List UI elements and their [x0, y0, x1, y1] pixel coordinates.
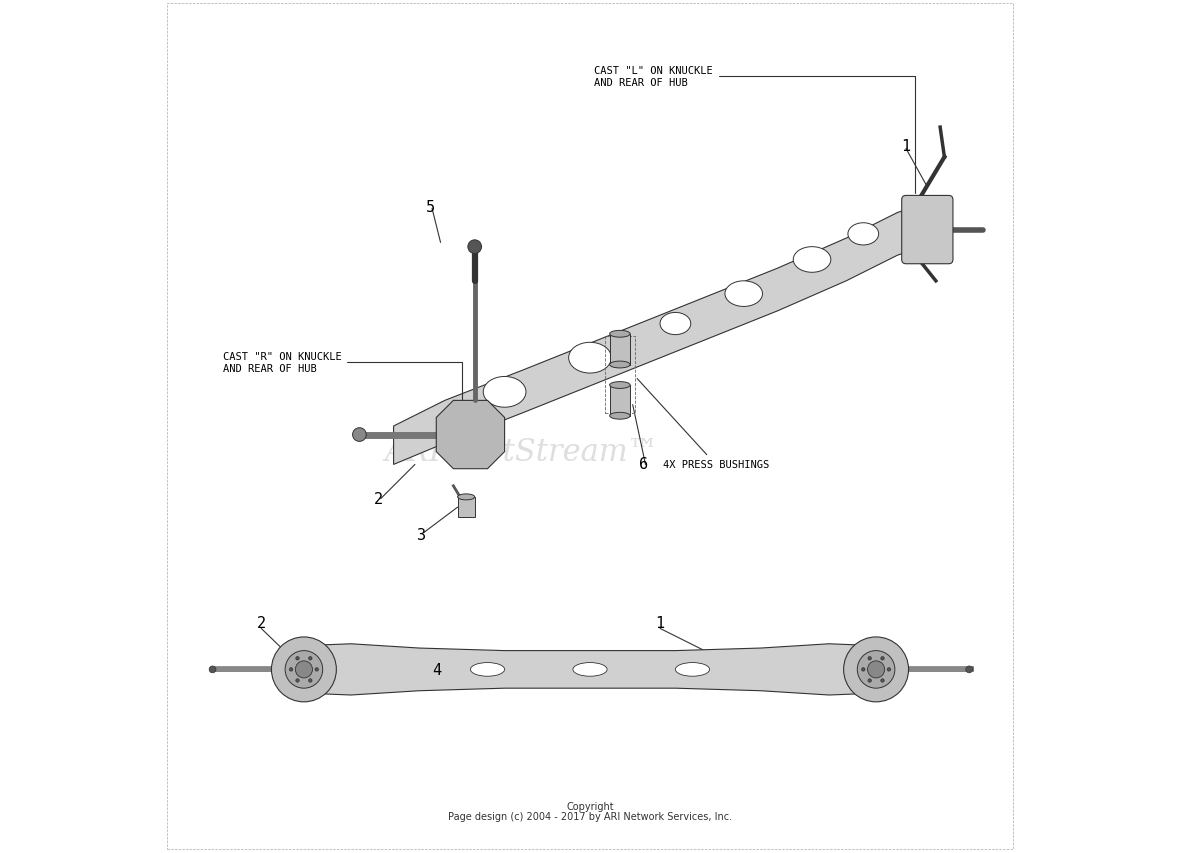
- Circle shape: [867, 661, 885, 678]
- Circle shape: [315, 668, 319, 671]
- Circle shape: [271, 637, 336, 702]
- Circle shape: [296, 679, 300, 682]
- Ellipse shape: [793, 247, 831, 273]
- Circle shape: [868, 657, 871, 660]
- Circle shape: [880, 657, 884, 660]
- Circle shape: [868, 679, 871, 682]
- Text: ARI PartStream™: ARI PartStream™: [385, 437, 658, 467]
- Text: 4X PRESS BUSHINGS: 4X PRESS BUSHINGS: [637, 379, 769, 470]
- Circle shape: [861, 668, 865, 671]
- Bar: [610, 334, 630, 365]
- Bar: [610, 386, 630, 416]
- Text: CAST "L" ON KNUCKLE
AND REAR OF HUB: CAST "L" ON KNUCKLE AND REAR OF HUB: [595, 66, 914, 194]
- Ellipse shape: [848, 223, 879, 246]
- Text: 1: 1: [902, 139, 911, 154]
- Text: 1: 1: [655, 615, 664, 630]
- Ellipse shape: [484, 377, 526, 408]
- Ellipse shape: [458, 494, 474, 500]
- Circle shape: [844, 637, 909, 702]
- Text: 3: 3: [418, 527, 426, 543]
- Circle shape: [295, 661, 313, 678]
- Ellipse shape: [471, 663, 505, 676]
- Ellipse shape: [569, 343, 611, 374]
- Circle shape: [887, 668, 891, 671]
- Ellipse shape: [675, 663, 709, 676]
- Circle shape: [353, 428, 366, 442]
- Circle shape: [289, 668, 293, 671]
- Circle shape: [286, 651, 322, 688]
- Bar: [604, 337, 635, 414]
- Text: 2: 2: [374, 491, 382, 507]
- Text: Copyright: Copyright: [566, 801, 614, 811]
- Circle shape: [309, 679, 312, 682]
- Text: CAST "R" ON KNUCKLE
AND REAR OF HUB: CAST "R" ON KNUCKLE AND REAR OF HUB: [223, 351, 461, 432]
- Circle shape: [965, 666, 972, 673]
- Text: Page design (c) 2004 - 2017 by ARI Network Services, Inc.: Page design (c) 2004 - 2017 by ARI Netwo…: [448, 811, 732, 821]
- Polygon shape: [308, 644, 872, 695]
- Circle shape: [880, 679, 884, 682]
- Polygon shape: [394, 205, 923, 465]
- Ellipse shape: [573, 663, 607, 676]
- Ellipse shape: [610, 331, 630, 338]
- Ellipse shape: [725, 281, 762, 307]
- Ellipse shape: [610, 382, 630, 389]
- Circle shape: [468, 241, 481, 254]
- Ellipse shape: [660, 313, 690, 335]
- Text: 5: 5: [426, 200, 435, 215]
- Circle shape: [309, 657, 312, 660]
- Bar: [458, 497, 474, 518]
- Polygon shape: [437, 401, 505, 469]
- Text: 4: 4: [432, 662, 441, 677]
- Circle shape: [858, 651, 894, 688]
- Circle shape: [296, 657, 300, 660]
- Text: 2: 2: [256, 615, 266, 630]
- Ellipse shape: [610, 362, 630, 368]
- Text: 6: 6: [640, 456, 648, 472]
- Ellipse shape: [610, 413, 630, 420]
- FancyBboxPatch shape: [902, 196, 953, 264]
- Circle shape: [209, 666, 216, 673]
